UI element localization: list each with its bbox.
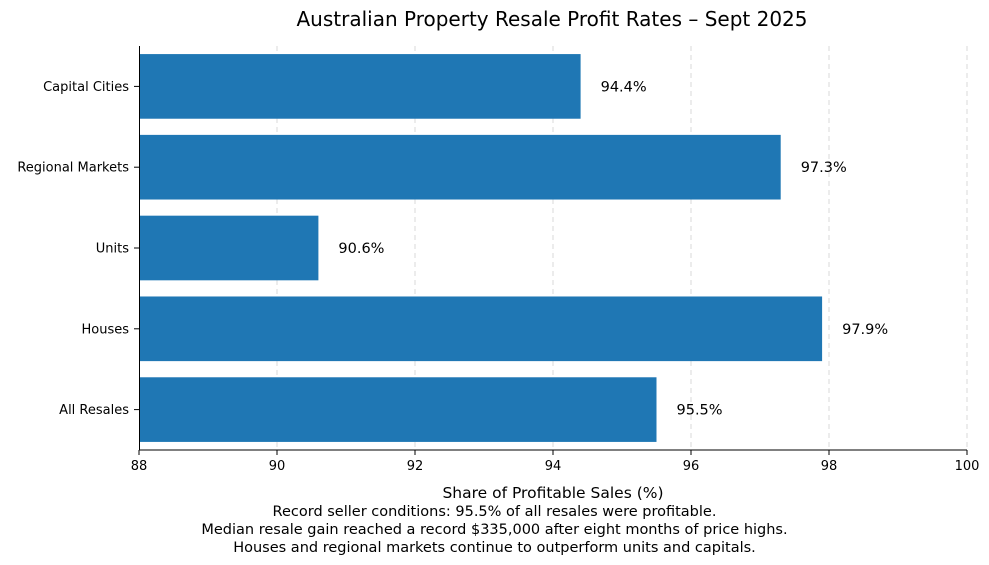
x-tick-label: 96 bbox=[683, 459, 700, 474]
x-tick-label: 94 bbox=[545, 459, 562, 474]
y-ticks: All Resales Houses Units Regional Markets Ca… bbox=[17, 80, 139, 418]
value-labels: 95.5% 97.9% 90.6% 97.3% 94.4% bbox=[338, 79, 888, 418]
bar-value-label: 94.4% bbox=[601, 79, 647, 95]
y-tick-label: Regional Markets bbox=[17, 161, 129, 176]
x-tick-label: 90 bbox=[269, 459, 286, 474]
y-tick-label: All Resales bbox=[59, 403, 129, 418]
x-tick-label: 88 bbox=[131, 459, 148, 474]
bar bbox=[139, 54, 581, 119]
bar-value-label: 97.9% bbox=[842, 322, 888, 338]
chart-caption: Record seller conditions: 95.5% of all r… bbox=[0, 503, 989, 557]
bars bbox=[139, 54, 823, 442]
caption-line-3: Houses and regional markets continue to … bbox=[233, 540, 756, 556]
bar bbox=[139, 377, 657, 442]
x-tick-label: 98 bbox=[821, 459, 838, 474]
bar bbox=[139, 134, 781, 200]
chart-title: Australian Property Resale Profit Rates … bbox=[297, 7, 808, 31]
caption-line-1: Record seller conditions: 95.5% of all r… bbox=[272, 504, 717, 520]
bar-value-label: 90.6% bbox=[338, 241, 384, 257]
x-tick-label: 92 bbox=[407, 459, 424, 474]
y-tick-label: Capital Cities bbox=[43, 80, 129, 95]
y-tick-label: Units bbox=[96, 242, 129, 257]
bar-value-label: 97.3% bbox=[801, 160, 847, 176]
x-ticks: 88 90 92 94 96 98 100 bbox=[131, 450, 980, 474]
bar-value-label: 95.5% bbox=[677, 403, 723, 419]
x-tick-label: 100 bbox=[955, 459, 980, 474]
caption-line-2: Median resale gain reached a record $335… bbox=[201, 522, 788, 538]
x-axis-label: Share of Profitable Sales (%) bbox=[442, 484, 663, 502]
bar bbox=[139, 296, 823, 362]
bar bbox=[139, 215, 319, 281]
y-tick-label: Houses bbox=[81, 322, 129, 337]
